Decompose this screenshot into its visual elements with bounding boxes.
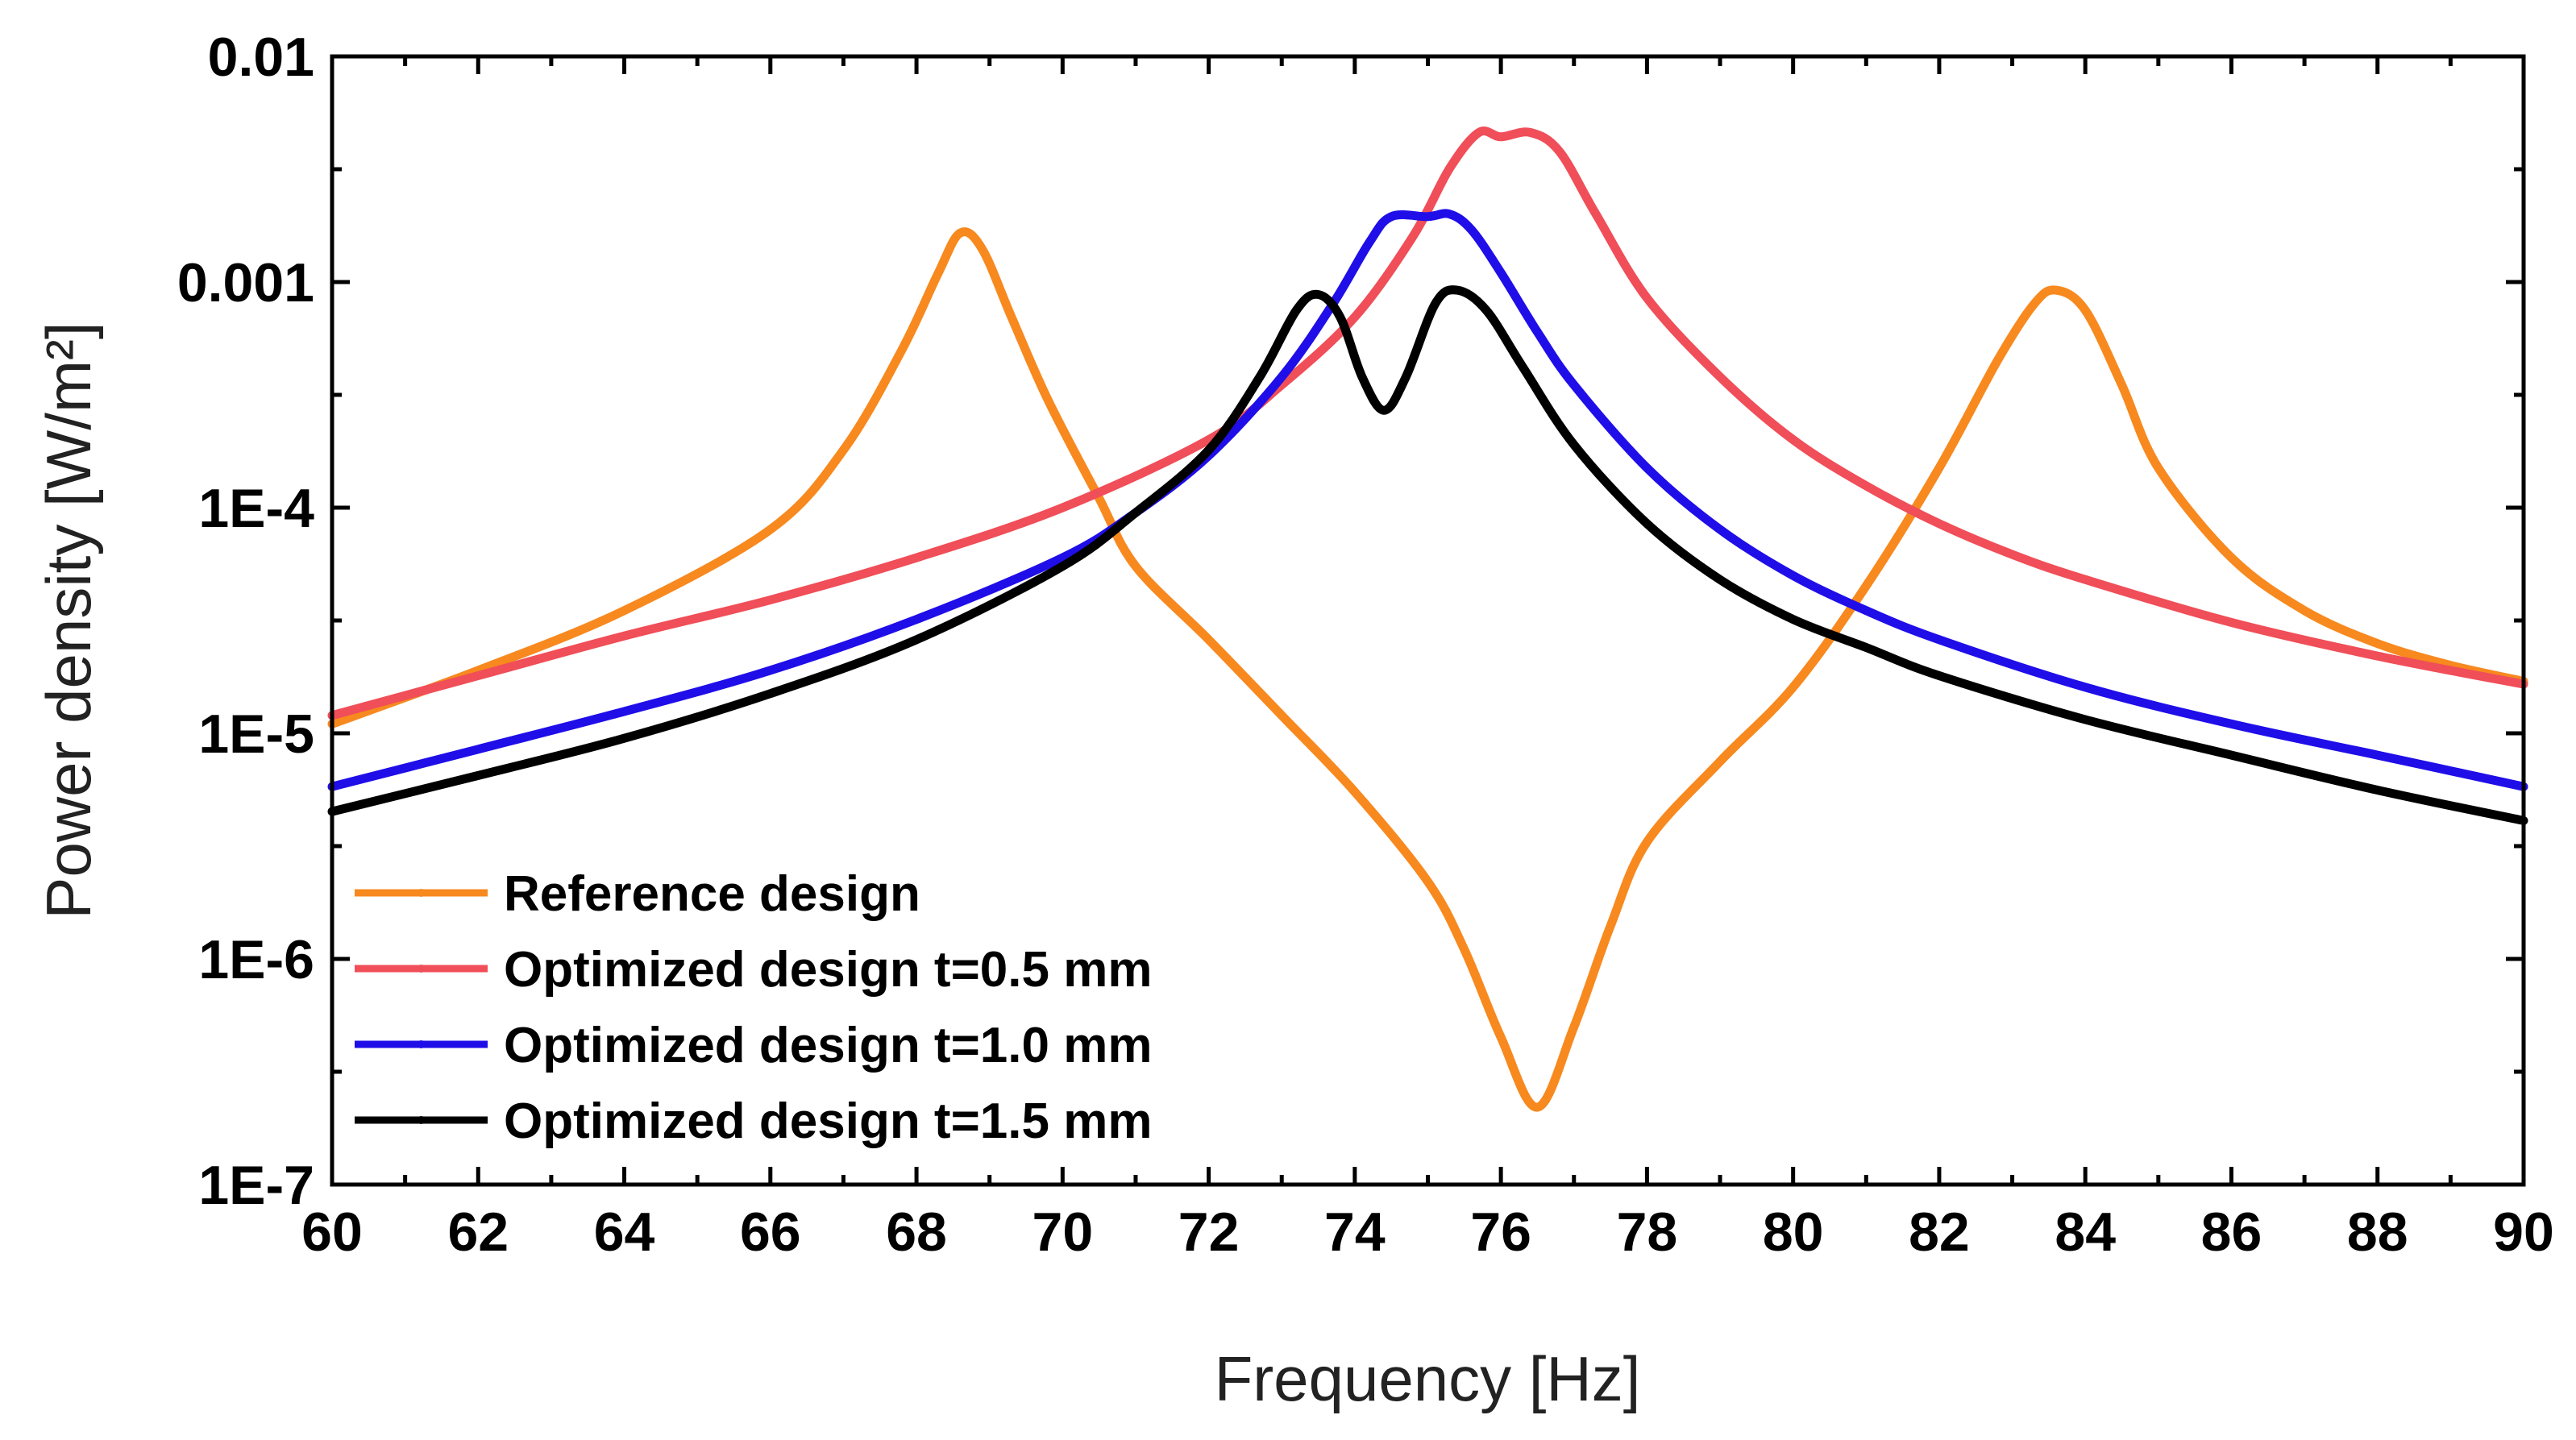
x-axis-title: Frequency [Hz] (1215, 1343, 1641, 1414)
legend-label-3: Optimized design t=1.0 mm (504, 1018, 1152, 1073)
x-tick-label: 82 (1909, 1201, 1970, 1263)
series-line-1 (327, 227, 2528, 1112)
x-tick-label: 64 (594, 1201, 655, 1263)
x-tick-label: 88 (2347, 1201, 2408, 1263)
legend-label-1: Reference design (504, 866, 920, 922)
x-tick-label: 70 (1032, 1201, 1094, 1263)
legend-marker-2 (417, 965, 426, 973)
legend-marker-1 (417, 889, 426, 897)
y-tick-label: 1E-5 (198, 703, 314, 765)
y-tick-label: 0.001 (177, 252, 314, 313)
x-tick-label: 90 (2493, 1201, 2554, 1263)
x-tick-label: 68 (886, 1201, 947, 1263)
legend-marker-4 (417, 1116, 426, 1124)
x-tick-label: 84 (2055, 1201, 2116, 1263)
y-tick-label: 1E-7 (198, 1155, 314, 1216)
x-tick-label: 62 (447, 1201, 509, 1263)
series-line-2 (327, 127, 2528, 720)
legend-marker-3 (417, 1040, 426, 1048)
y-axis: 1E-7 1E-6 1E-5 1E-4 0.001 0.01 (177, 27, 2524, 1216)
series-line-4 (327, 285, 2528, 825)
legend-label-2: Optimized design t=0.5 mm (504, 942, 1152, 998)
y-tick-label: 1E-6 (198, 929, 314, 990)
legend-label-4: Optimized design t=1.5 mm (504, 1093, 1152, 1149)
x-axis: 60 62 64 66 68 70 72 74 76 78 80 82 84 86 88 90 (301, 56, 2554, 1263)
x-tick-label: 78 (1617, 1201, 1678, 1263)
x-tick-label: 80 (1763, 1201, 1824, 1263)
x-tick-label: 74 (1324, 1201, 1386, 1263)
plot-frame (330, 54, 2526, 1187)
x-tick-label: 60 (301, 1201, 363, 1263)
x-tick-label: 76 (1470, 1201, 1531, 1263)
series-layer (327, 127, 2528, 1112)
x-tick-label: 86 (2201, 1201, 2262, 1263)
y-tick-label: 0.01 (208, 27, 314, 88)
y-axis-title: Power density [W/m²] (33, 322, 104, 919)
x-tick-label: 72 (1178, 1201, 1240, 1263)
legend: Reference design Optimized design t=0.5 m… (355, 866, 1152, 1149)
series-line-3 (327, 209, 2528, 791)
y-tick-label: 1E-4 (198, 478, 314, 539)
x-tick-label: 66 (740, 1201, 801, 1263)
